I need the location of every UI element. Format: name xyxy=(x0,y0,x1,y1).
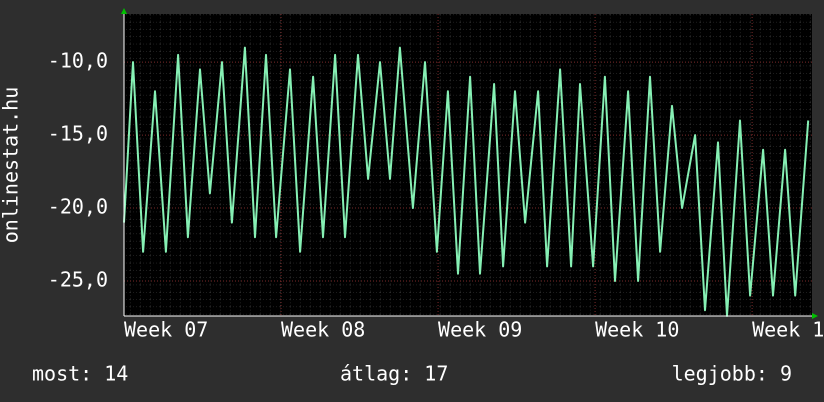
x-arrow xyxy=(812,313,818,319)
x-tick-label: Week 08 xyxy=(281,318,365,342)
y-tick-label: -20,0 xyxy=(48,195,108,219)
y-axis-label: onlinestat.hu xyxy=(0,87,23,244)
y-tick-label: -10,0 xyxy=(48,49,108,73)
x-tick-label: Week 10 xyxy=(595,318,679,342)
x-tick-label: Week 09 xyxy=(438,318,522,342)
footer-average: átlag: 17 xyxy=(340,362,448,386)
y-tick-label: -15,0 xyxy=(48,122,108,146)
footer-current: most: 14 xyxy=(32,362,128,386)
y-tick-label: -25,0 xyxy=(48,267,108,291)
x-tick-label: Week 11 xyxy=(752,318,824,342)
footer-best: legjobb: 9 xyxy=(672,362,792,386)
y-arrow xyxy=(121,8,127,14)
data-line xyxy=(123,46,810,317)
x-tick-label: Week 07 xyxy=(124,318,208,342)
